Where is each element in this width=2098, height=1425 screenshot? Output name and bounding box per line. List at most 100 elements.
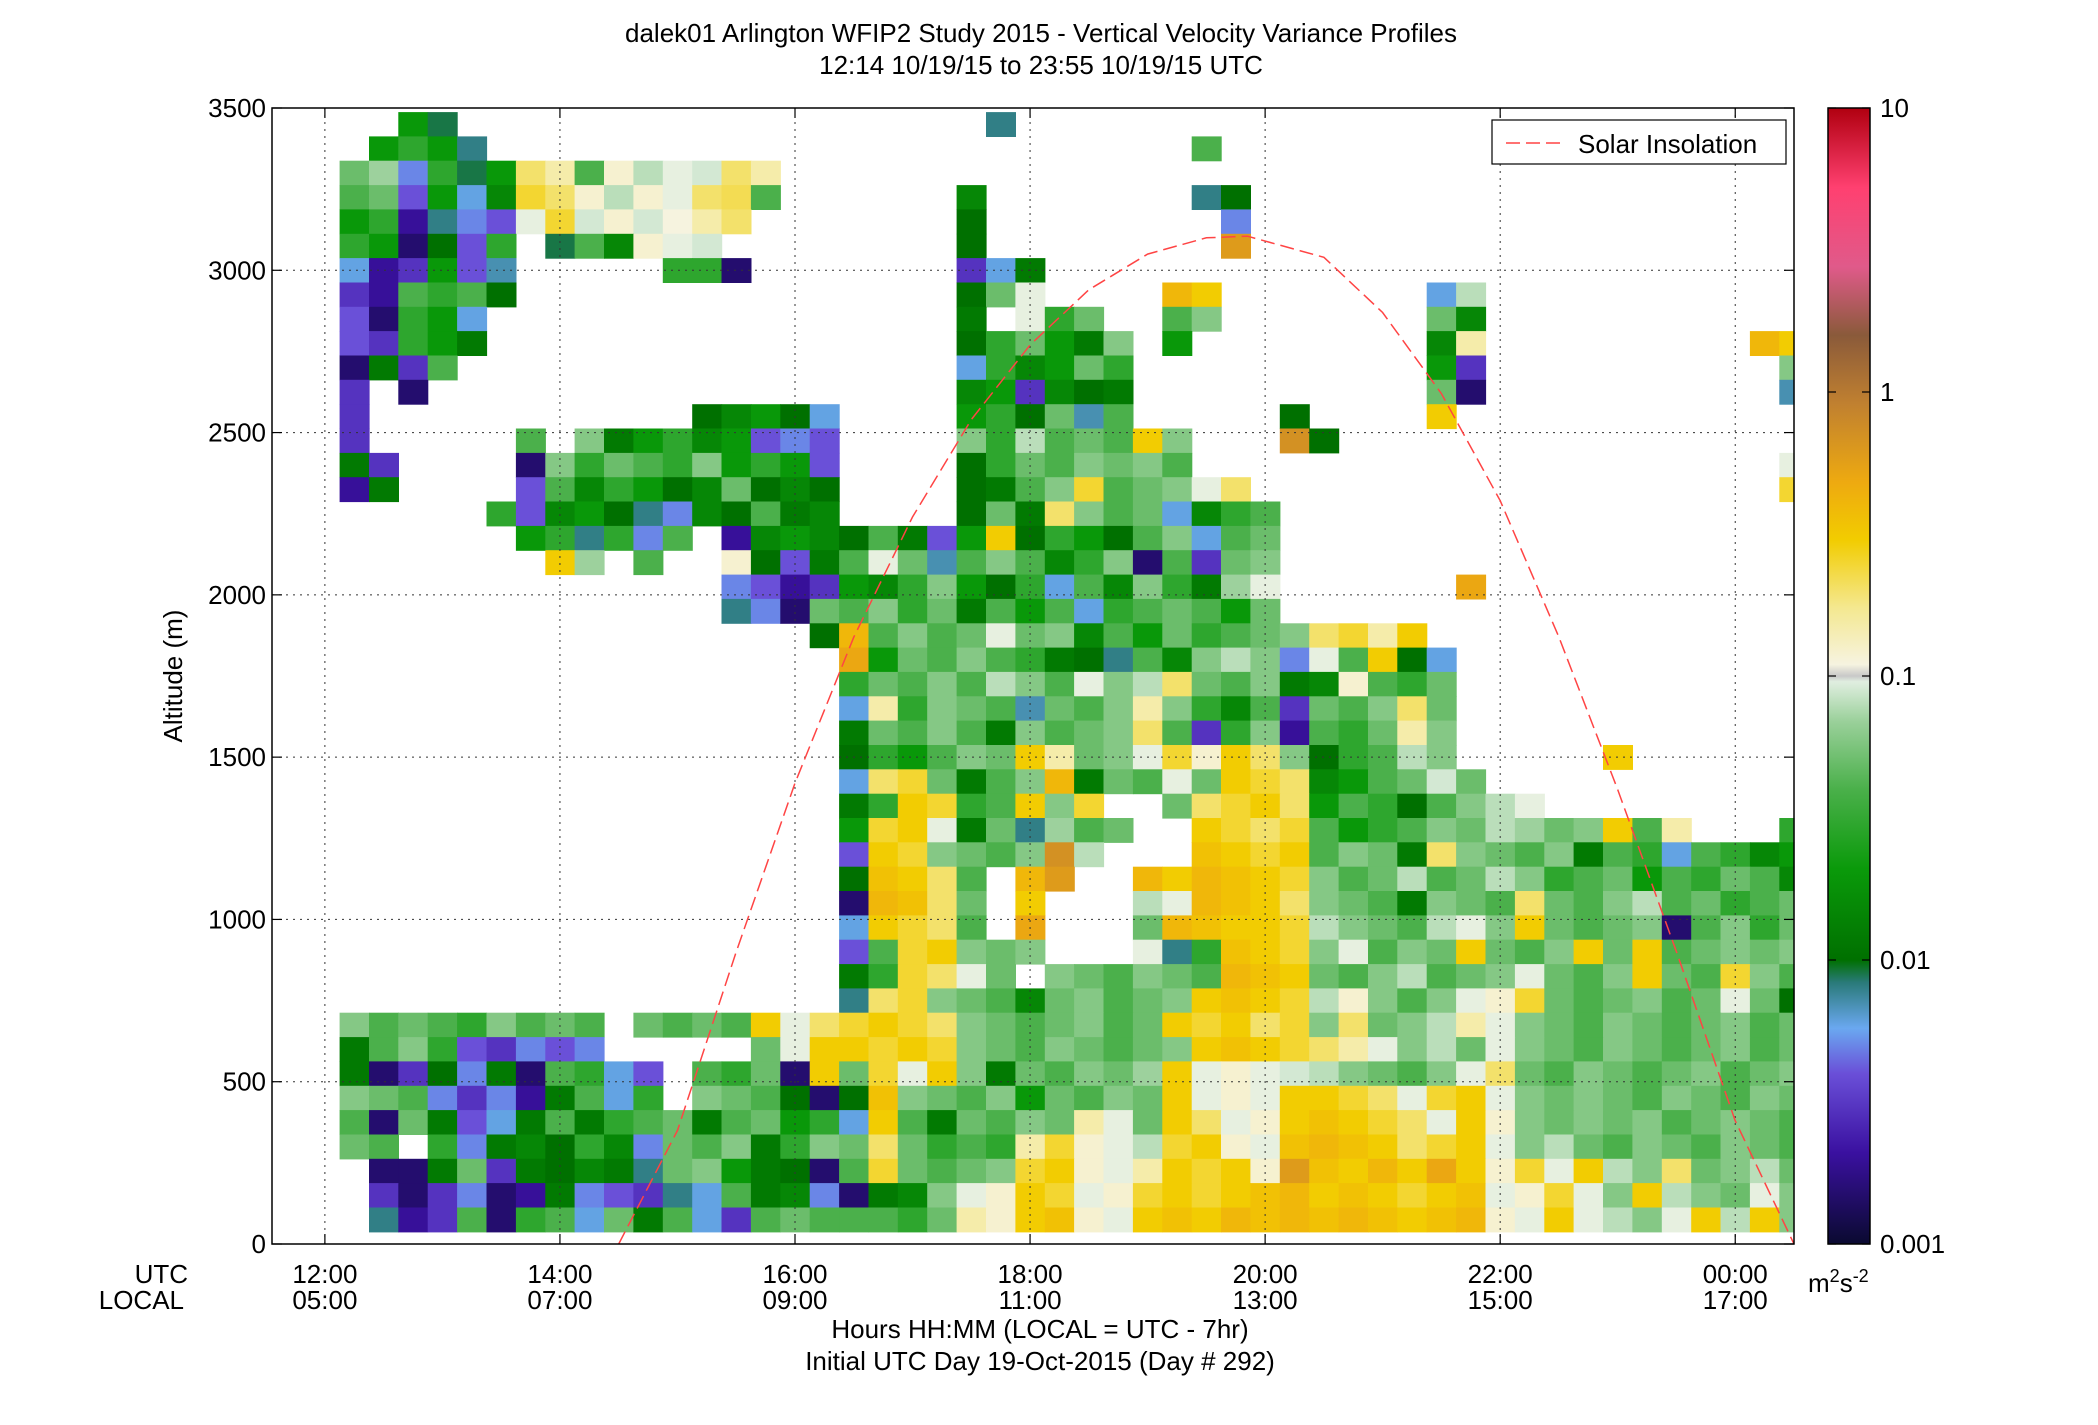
- heatmap-cell: [1191, 671, 1222, 697]
- y-tick-label: 3500: [208, 93, 266, 123]
- heatmap-cell: [1368, 1012, 1398, 1038]
- heatmap-cell: [1279, 1061, 1310, 1087]
- heatmap-cell: [1749, 842, 1780, 868]
- heatmap-cell: [1162, 647, 1193, 673]
- heatmap-cell: [1779, 355, 1795, 381]
- heatmap-cell: [1632, 939, 1663, 965]
- heatmap-cell: [1749, 1085, 1780, 1111]
- heatmap-cell: [1191, 988, 1222, 1014]
- heatmap-cell: [427, 1061, 458, 1087]
- heatmap-cell: [1397, 818, 1428, 843]
- heatmap-cell: [1074, 1085, 1105, 1111]
- heatmap-cell: [339, 209, 370, 235]
- heatmap-cell: [1132, 720, 1163, 746]
- heatmap-cell: [1691, 1158, 1722, 1184]
- heatmap-cell: [369, 1110, 399, 1135]
- heatmap-cell: [927, 574, 958, 600]
- heatmap-cell: [574, 477, 605, 503]
- heatmap-cell: [1544, 842, 1575, 868]
- heatmap-cell: [750, 1012, 781, 1038]
- heatmap-cell: [1015, 525, 1046, 551]
- heatmap-cell: [1426, 379, 1457, 405]
- heatmap-cell: [1749, 1061, 1780, 1087]
- heatmap-cell: [369, 477, 399, 503]
- heatmap-cell: [1397, 745, 1428, 770]
- heatmap-cell: [1132, 525, 1163, 551]
- heatmap-cell: [1426, 1134, 1457, 1160]
- heatmap-cell: [1426, 1085, 1457, 1111]
- heatmap-cell: [986, 988, 1016, 1014]
- heatmap-cell: [956, 1134, 987, 1160]
- heatmap-cell: [927, 988, 958, 1014]
- heatmap-cell: [868, 891, 899, 916]
- heatmap-cell: [1191, 550, 1222, 576]
- heatmap-cell: [1749, 1134, 1780, 1160]
- heatmap-cell: [1132, 598, 1163, 624]
- heatmap-cell: [369, 185, 399, 210]
- heatmap-cell: [369, 1012, 399, 1038]
- heatmap-cell: [1103, 818, 1134, 843]
- heatmap-cell: [633, 1085, 664, 1111]
- heatmap-cell: [750, 550, 781, 576]
- heatmap-cell: [574, 1207, 605, 1233]
- heatmap-cell: [1691, 842, 1722, 868]
- heatmap-cell: [1338, 818, 1369, 843]
- heatmap-cell: [897, 866, 928, 892]
- heatmap-cell: [574, 233, 605, 259]
- heatmap-cell: [1162, 1012, 1193, 1038]
- heatmap-cell: [1338, 720, 1369, 746]
- heatmap-cell: [1279, 671, 1310, 697]
- heatmap-cell: [1368, 623, 1398, 649]
- heatmap-cell: [1279, 769, 1310, 795]
- heatmap-cell: [1456, 964, 1487, 989]
- heatmap-cell: [868, 623, 899, 649]
- heatmap-cell: [427, 331, 458, 356]
- heatmap-cell: [897, 1012, 928, 1038]
- heatmap-cell: [574, 501, 605, 527]
- heatmap-cell: [927, 550, 958, 576]
- heatmap-cell: [369, 209, 399, 235]
- heatmap-cell: [692, 477, 723, 503]
- heatmap-cell: [515, 501, 546, 527]
- x-tick-label-utc: 12:00: [292, 1259, 357, 1289]
- heatmap-cell: [986, 1183, 1016, 1208]
- heatmap-cell: [1132, 623, 1163, 649]
- heatmap-cell: [662, 452, 693, 478]
- heatmap-cell: [1221, 574, 1251, 600]
- heatmap-cell: [956, 745, 987, 770]
- heatmap-cell: [1132, 1085, 1163, 1111]
- heatmap-cell: [1368, 988, 1398, 1014]
- heatmap-cell: [515, 1012, 546, 1038]
- heatmap-cell: [1426, 1183, 1457, 1208]
- heatmap-cell: [868, 647, 899, 673]
- heatmap-cell: [956, 404, 987, 430]
- heatmap-cell: [427, 136, 458, 162]
- heatmap-cell: [1691, 1061, 1722, 1087]
- heatmap-cell: [1426, 866, 1457, 892]
- heatmap-cell: [1221, 1134, 1251, 1160]
- heatmap-cell: [1191, 939, 1222, 965]
- heatmap-cell: [1044, 1012, 1075, 1038]
- heatmap-cell: [956, 501, 987, 527]
- heatmap-cell: [1309, 793, 1340, 819]
- heatmap-cell: [1632, 915, 1663, 941]
- heatmap-cell: [1044, 1110, 1075, 1135]
- heatmap-cell: [839, 1183, 870, 1208]
- heatmap-cell: [1456, 915, 1487, 941]
- heatmap-cell: [692, 185, 723, 210]
- heatmap-cell: [1603, 939, 1633, 965]
- heatmap-cell: [1426, 964, 1457, 989]
- heatmap-cell: [1368, 1158, 1398, 1184]
- heatmap-cell: [868, 1183, 899, 1208]
- heatmap-cell: [1456, 1158, 1487, 1184]
- heatmap-cell: [486, 1110, 517, 1135]
- heatmap-cell: [398, 282, 429, 308]
- heatmap-cell: [1162, 1110, 1193, 1135]
- heatmap-cell: [1221, 501, 1251, 527]
- heatmap-cell: [897, 623, 928, 649]
- heatmap-cell: [457, 1061, 488, 1087]
- heatmap-cell: [897, 939, 928, 965]
- heatmap-cell: [604, 160, 634, 186]
- heatmap-cell: [515, 525, 546, 551]
- heatmap-cell: [1603, 1158, 1633, 1184]
